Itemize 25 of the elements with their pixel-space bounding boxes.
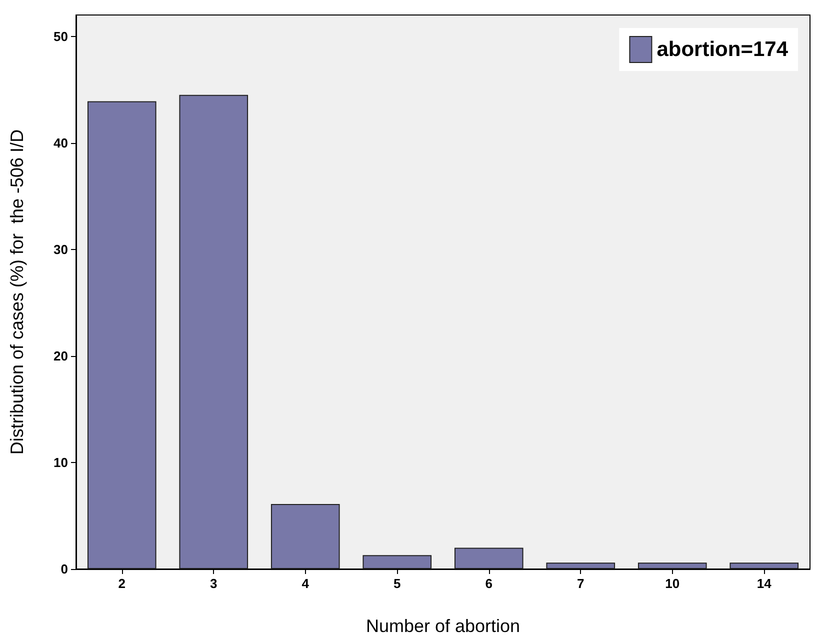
x-tick-label: 14 xyxy=(756,576,772,591)
bar xyxy=(270,504,340,569)
bar xyxy=(730,562,799,569)
bar xyxy=(362,555,432,569)
y-tick-label: 50 xyxy=(54,28,68,44)
bar xyxy=(454,548,524,569)
bar xyxy=(546,562,616,569)
bar xyxy=(87,101,156,569)
y-tick-label: 30 xyxy=(54,242,68,257)
x-tick-label: 3 xyxy=(210,576,218,591)
bar xyxy=(179,94,248,569)
y-tick-label: 0 xyxy=(60,562,68,576)
x-tick-label: 6 xyxy=(485,576,492,591)
y-axis-title: Distribution of cases (%) for the -506 I/D xyxy=(7,129,27,455)
x-tick-label: 2 xyxy=(118,576,126,591)
legend-label: abortion=174 xyxy=(656,38,788,61)
y-tick-label: 10 xyxy=(54,454,68,470)
x-axis-title: Number of abortion xyxy=(366,616,520,636)
x-tick-label: 10 xyxy=(665,576,680,591)
x-tick-label: 7 xyxy=(577,576,584,591)
x-tick-label: 5 xyxy=(394,576,401,591)
y-tick-label: 40 xyxy=(54,135,68,150)
y-tick-label: 20 xyxy=(54,348,68,364)
x-tick-label: 4 xyxy=(302,576,310,591)
bar xyxy=(638,562,707,569)
